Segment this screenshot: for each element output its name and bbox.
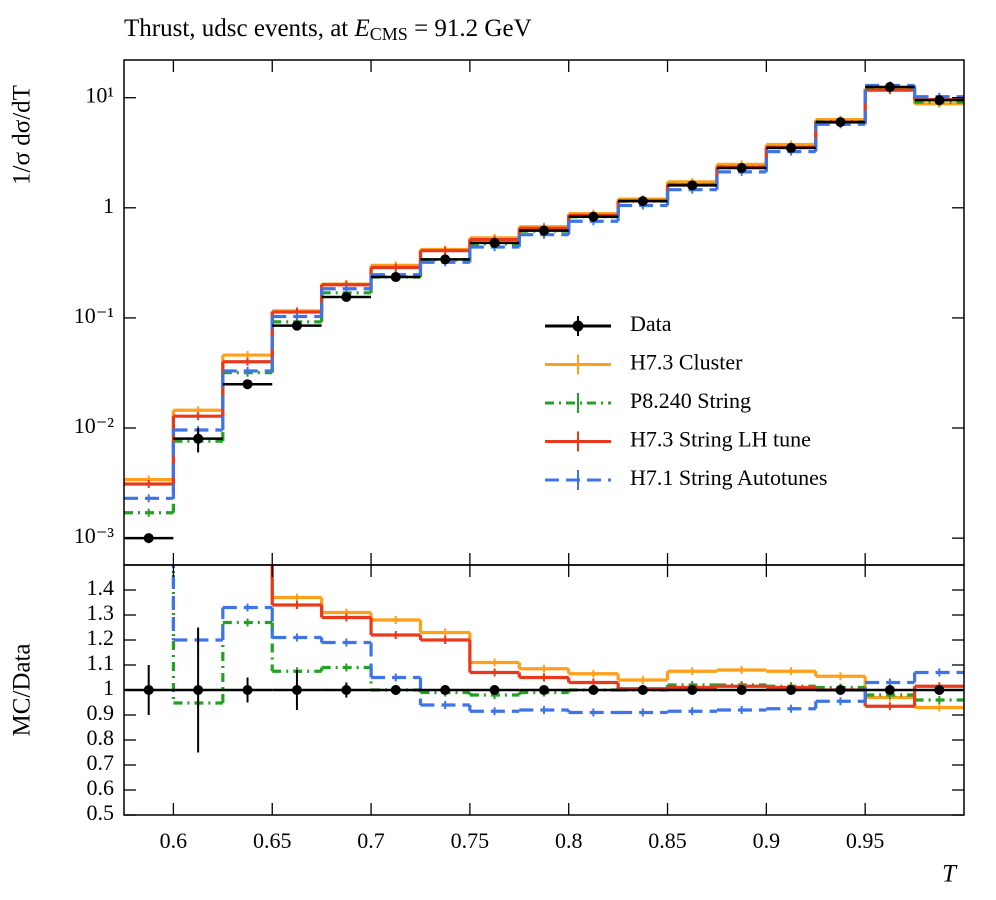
data-point (291, 685, 302, 695)
data-point (637, 685, 648, 695)
data-point (489, 685, 500, 695)
y-tick-label: 0.9 (87, 700, 115, 725)
x-tick-label: 0.85 (648, 828, 687, 853)
main-plot (124, 81, 964, 544)
legend-marker (572, 320, 584, 332)
data-point (242, 685, 253, 695)
legend-label: P8.240 String (630, 388, 751, 413)
data-point (588, 211, 599, 222)
y-axis-label: 1/σ dσ/dT (9, 85, 36, 185)
y-tick-label: 1.2 (87, 625, 115, 650)
data-point (687, 685, 698, 695)
y-tick-label: 0.5 (87, 800, 115, 825)
data-point (934, 95, 945, 106)
x-tick-label: 0.8 (555, 828, 583, 853)
legend-label: Data (630, 311, 672, 336)
data-point (539, 225, 549, 236)
data-point (884, 82, 895, 93)
data-point (440, 254, 451, 265)
ratio-plot (124, 565, 964, 753)
data-point (193, 685, 204, 695)
data-point (390, 272, 401, 283)
y-tick-label: 1 (103, 675, 114, 700)
data-point (588, 685, 599, 695)
data-point (143, 685, 154, 695)
data-point (539, 685, 549, 695)
x-tick-label: 0.9 (753, 828, 781, 853)
legend-label: H7.1 String Autotunes (630, 465, 827, 490)
data-point (934, 685, 945, 695)
data-point (835, 685, 846, 695)
data-point (884, 685, 895, 695)
y-tick-label: 0.7 (87, 750, 115, 775)
y-tick-label: 1 (103, 193, 114, 218)
data-point (489, 237, 500, 248)
y-tick-label: 10¹ (85, 83, 114, 108)
x-tick-label: 0.95 (846, 828, 885, 853)
title-part: Thrust, udsc events, at (124, 15, 355, 42)
chart-title: Thrust, udsc events, at ECMS = 91.2 GeV (124, 15, 532, 44)
x-axis-label: T (942, 861, 958, 888)
y-tick-label: 1.3 (87, 600, 115, 625)
data-point (143, 533, 154, 544)
y-tick-label: 0.8 (87, 725, 115, 750)
data-point (786, 685, 797, 695)
x-tick-label: 0.6 (160, 828, 188, 853)
y-tick-label: 0.6 (87, 775, 115, 800)
data-point (291, 320, 302, 331)
title-part: CMS (370, 24, 408, 44)
y-tick-label: 10⁻² (74, 413, 115, 438)
data-point (390, 685, 401, 695)
y-axis-label: MC/Data (9, 643, 36, 736)
data-point (341, 291, 352, 302)
data-point (242, 379, 253, 390)
data-point (440, 685, 451, 695)
data-point (687, 180, 698, 191)
data-point (835, 117, 846, 128)
y-tick-label: 10⁻³ (74, 523, 115, 548)
legend-label: H7.3 String LH tune (630, 427, 811, 452)
data-point (736, 162, 747, 173)
x-tick-label: 0.65 (253, 828, 292, 853)
x-tick-label: 0.75 (451, 828, 490, 853)
frame (123, 564, 965, 816)
data-point (637, 196, 648, 207)
title-part: E (354, 15, 370, 42)
legend-label: H7.3 Cluster (630, 350, 743, 375)
y-tick-label: 1.4 (87, 575, 115, 600)
data-point (193, 433, 204, 444)
data-point (736, 685, 747, 695)
x-tick-label: 0.7 (357, 828, 385, 853)
data-point (786, 142, 797, 153)
y-tick-label: 1.1 (87, 650, 115, 675)
axes: 10⁻³ 10⁻² 10⁻¹ 1 10¹ Data H7.3 Cluster P8.240 S… (74, 60, 964, 853)
title-part: = 91.2 GeV (408, 15, 532, 42)
data-point (341, 685, 352, 695)
y-tick-label: 10⁻¹ (74, 303, 114, 328)
frame (123, 59, 965, 566)
